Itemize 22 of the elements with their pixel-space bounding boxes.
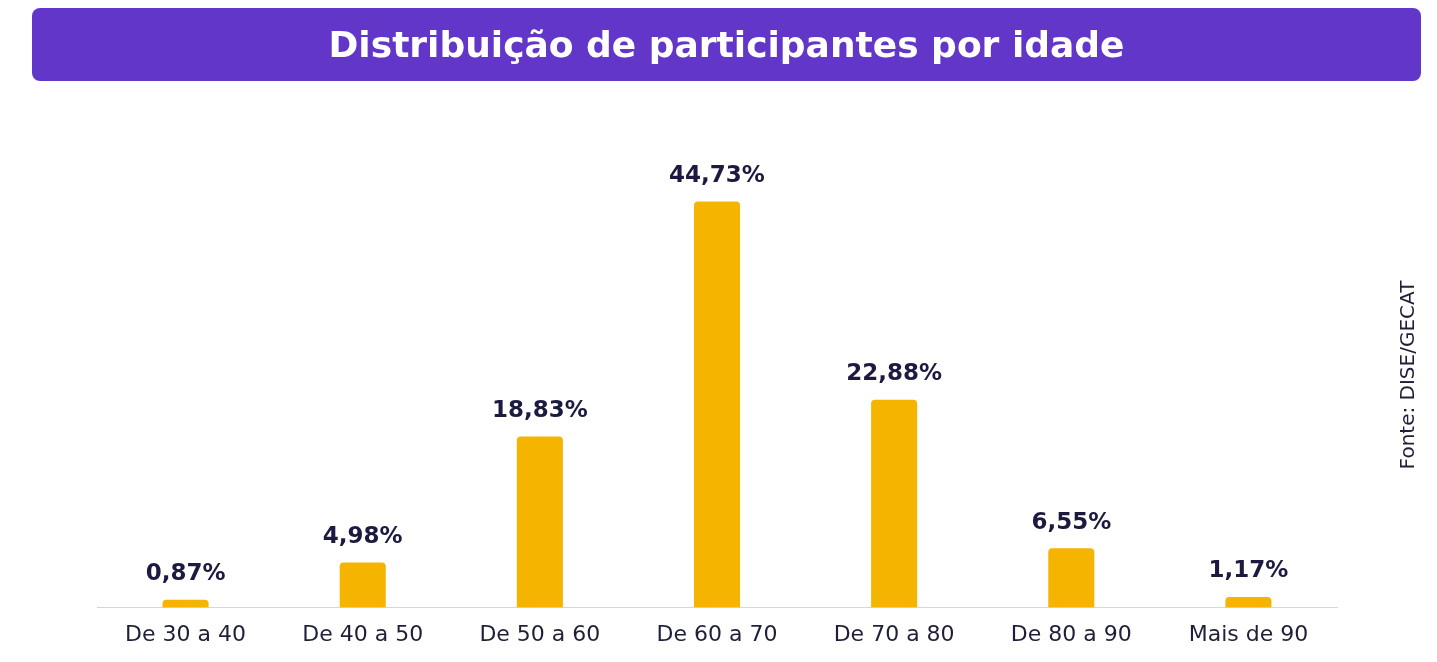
data-label: 6,55% (1031, 507, 1112, 534)
x-tick-label: De 80 a 90 (1010, 620, 1132, 646)
data-label: 18,83% (491, 396, 588, 423)
bar (1225, 596, 1272, 608)
x-tick-label: De 70 a 80 (833, 620, 955, 646)
bar (871, 399, 918, 608)
bar (339, 562, 386, 608)
data-label: 1,17% (1208, 556, 1289, 583)
chart-title: Distribuição de participantes por idade (32, 8, 1421, 81)
source-note: Fonte: DISE/GECAT (1395, 280, 1419, 470)
data-label: 44,73% (669, 160, 765, 187)
bar (516, 436, 563, 608)
x-tick-label: De 30 a 40 (125, 620, 247, 646)
x-tick-label: Mais de 90 (1188, 620, 1309, 646)
x-tick-label: De 40 a 50 (302, 620, 424, 646)
data-label: 0,87% (145, 559, 226, 586)
data-label: 4,98% (322, 521, 403, 548)
data-label: 22,88% (846, 359, 943, 386)
x-tick-label: De 60 a 70 (656, 620, 778, 646)
x-tick-label: De 50 a 60 (479, 620, 601, 646)
bar (1048, 548, 1095, 608)
bar (693, 201, 741, 608)
